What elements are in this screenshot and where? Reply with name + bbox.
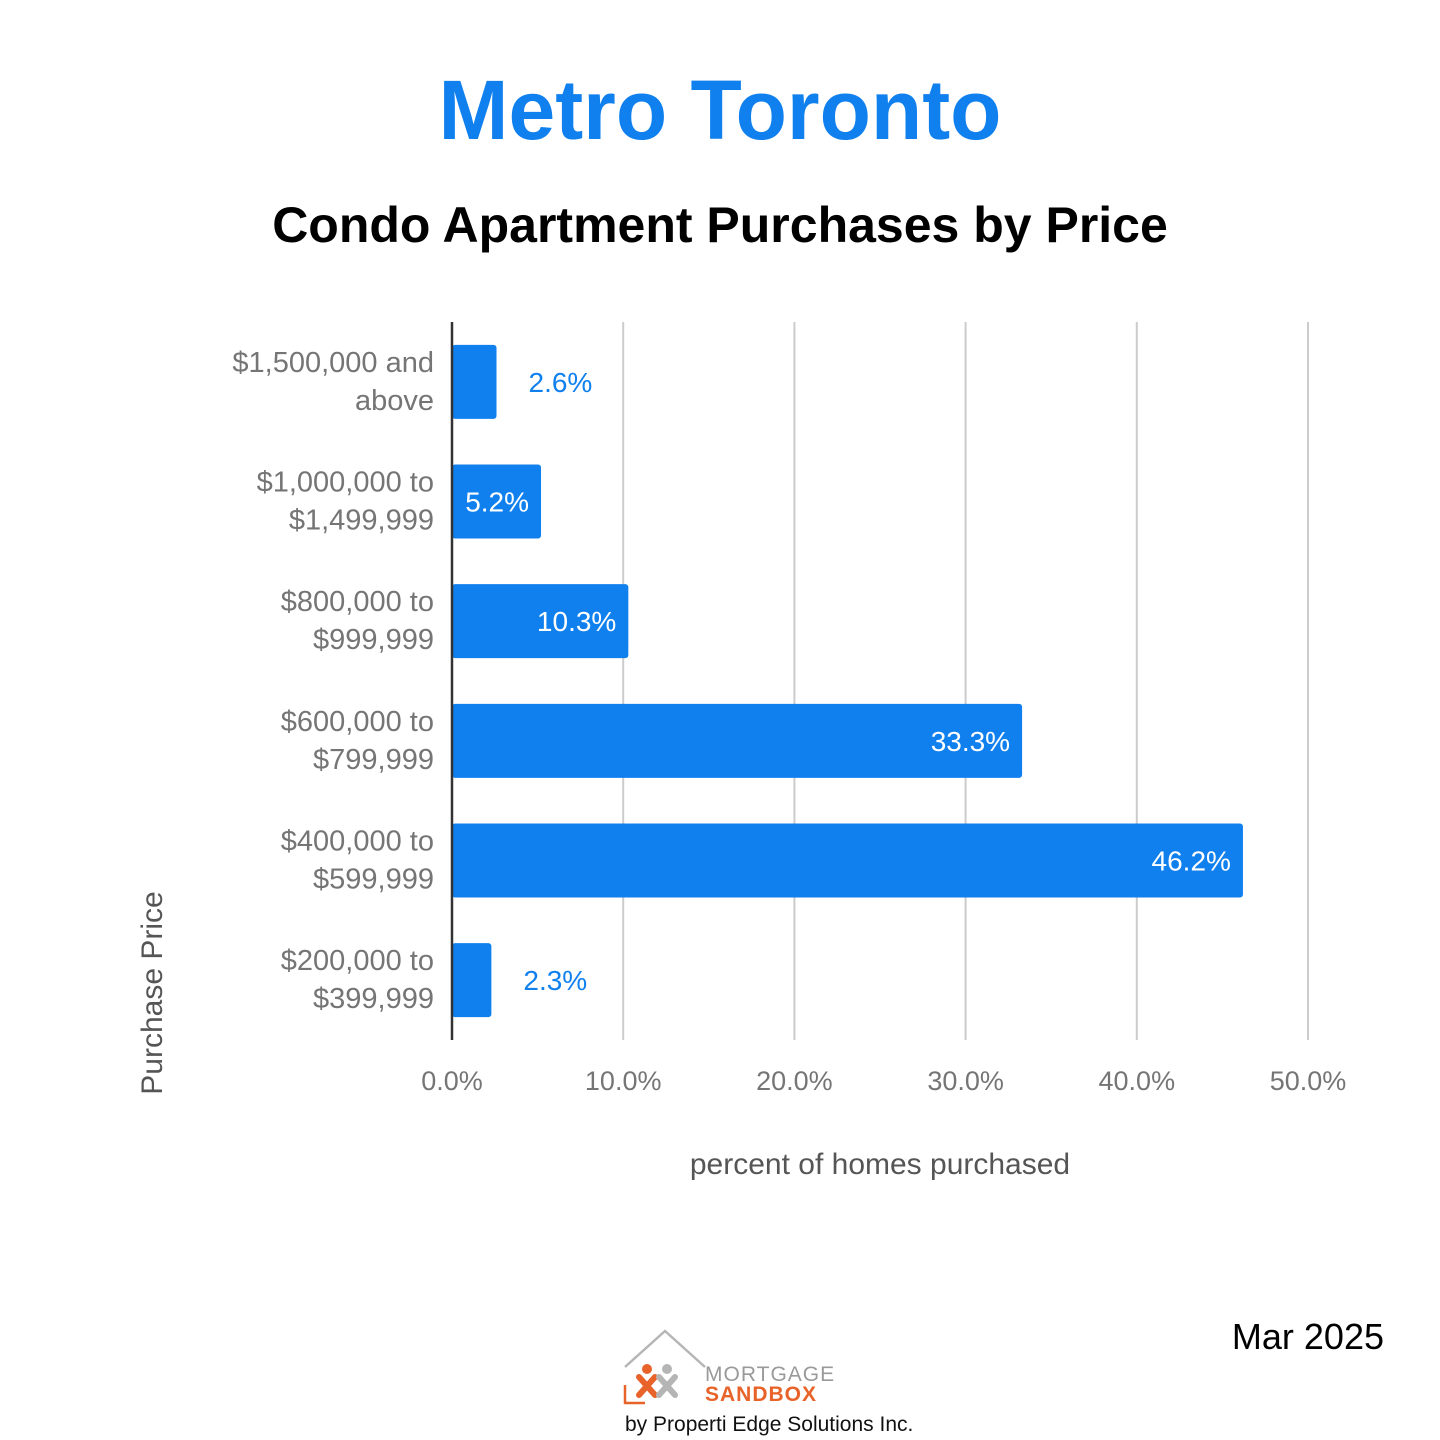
y-axis-title: Purchase Price (136, 891, 169, 1094)
x-axis-title: percent of homes purchased (690, 1148, 1070, 1181)
bar (452, 344, 497, 419)
category-label: $1,500,000 and above (232, 347, 434, 417)
house-logo-icon (623, 1329, 706, 1405)
bar (452, 584, 629, 659)
chart-subtitle: Condo Apartment Purchases by Price (272, 197, 1168, 253)
x-tick-label: 50.0% (1270, 1066, 1347, 1096)
bar-value-label: 2.6% (529, 367, 593, 398)
bar-value-label: 5.2% (465, 487, 529, 518)
x-tick-label: 0.0% (421, 1066, 483, 1096)
x-tick-label: 40.0% (1099, 1066, 1176, 1096)
bar-value-label: 2.3% (523, 965, 587, 996)
category-label: $800,000 to $999,999 (281, 586, 434, 656)
category-label: $600,000 to $799,999 (281, 706, 434, 776)
report-date: Mar 2025 (1231, 1316, 1384, 1357)
x-tick-label: 20.0% (756, 1066, 833, 1096)
bar-value-label: 46.2% (1152, 846, 1231, 877)
category-label: $400,000 to $599,999 (281, 826, 434, 896)
category-label: $200,000 to $399,999 (281, 945, 434, 1015)
bar (452, 943, 492, 1018)
bar (452, 823, 1243, 898)
bar (452, 464, 542, 539)
mortgage-sandbox-logo: MORTGAGE SANDBOX by Properti Edge Soluti… (615, 1325, 913, 1440)
logo-word-sandbox: SANDBOX (705, 1383, 818, 1406)
company-byline: by Properti Edge Solutions Inc. (625, 1413, 914, 1436)
x-tick-label: 10.0% (585, 1066, 662, 1096)
bar-value-label: 10.3% (537, 606, 616, 637)
logo-word-mortgage: MORTGAGE (705, 1363, 836, 1386)
page-title: Metro Toronto (438, 63, 1002, 157)
x-tick-label: 30.0% (927, 1066, 1004, 1096)
bar (452, 703, 1023, 778)
bar-value-label: 33.3% (931, 726, 1010, 757)
category-label: $1,000,000 to $1,499,999 (257, 467, 434, 537)
